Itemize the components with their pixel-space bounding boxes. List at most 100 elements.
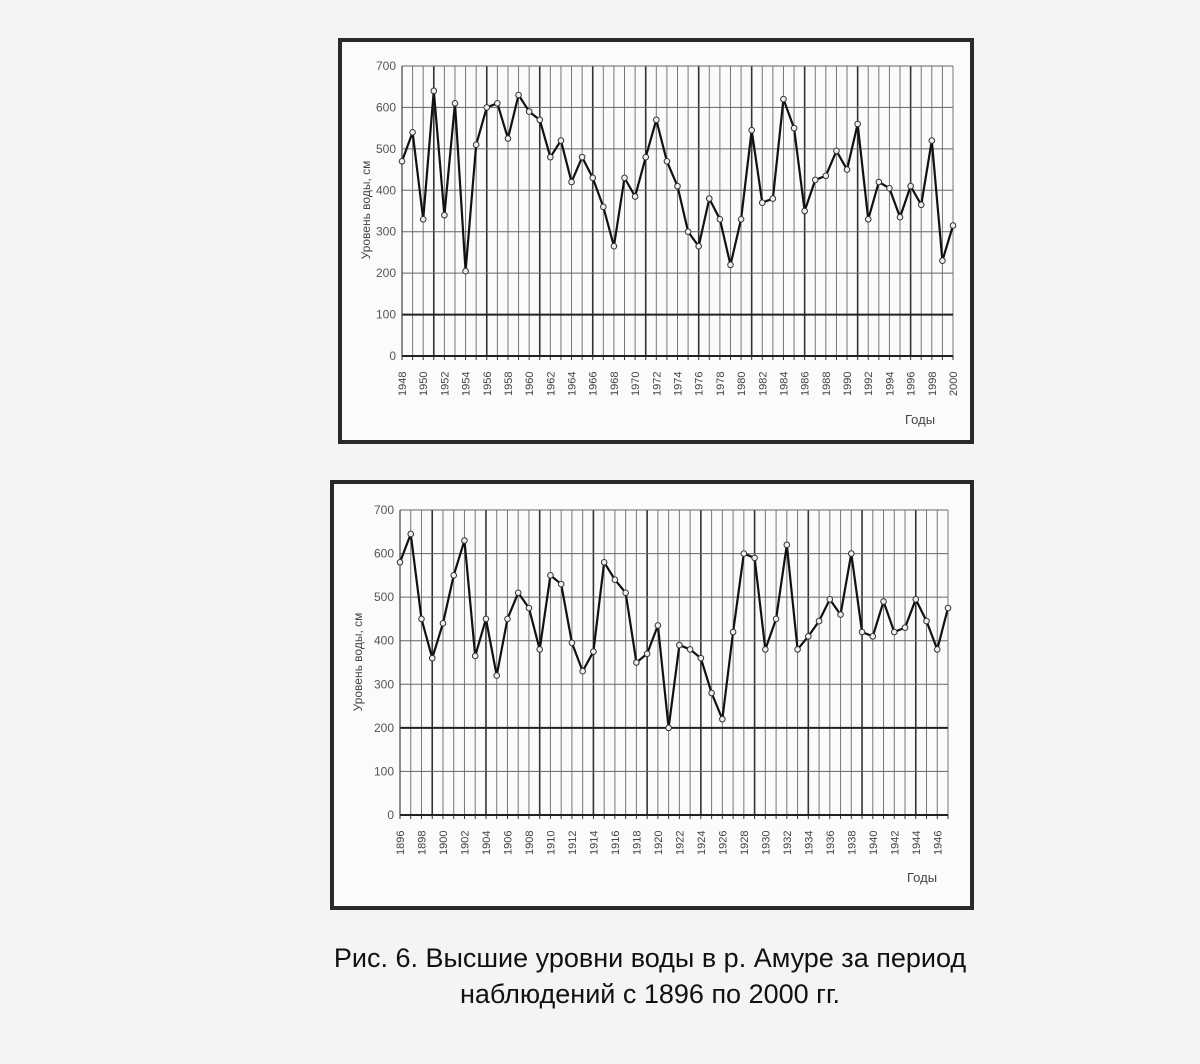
x-tick-label: 1942 bbox=[889, 831, 901, 855]
data-point bbox=[610, 242, 618, 250]
data-point bbox=[483, 104, 491, 111]
x-tick-label: 1968 bbox=[609, 372, 621, 396]
caption-line-1: Рис. 6. Высшие уровни воды в р. Амуре за… bbox=[333, 943, 967, 973]
data-point bbox=[917, 201, 925, 209]
data-point bbox=[590, 648, 597, 655]
x-tick-label: 1938 bbox=[846, 831, 858, 855]
data-point bbox=[525, 604, 533, 612]
data-point bbox=[901, 624, 909, 631]
data-point bbox=[450, 572, 458, 579]
chart-0: 0 100 200 300 400 500 600 700 1948 1950 1952 1954 19… bbox=[359, 59, 960, 427]
data-point bbox=[536, 116, 544, 124]
y-tick-label: 600 bbox=[374, 547, 394, 561]
caption-line-2: наблюдений с 1896 по 2000 гг. bbox=[459, 979, 841, 1009]
data-point bbox=[653, 116, 660, 124]
x-tick-label: 1982 bbox=[757, 372, 769, 396]
data-point bbox=[396, 558, 404, 566]
x-tick-label: 1926 bbox=[717, 831, 729, 855]
data-point bbox=[547, 572, 554, 579]
data-point bbox=[461, 537, 468, 544]
data-point bbox=[514, 589, 522, 597]
data-point bbox=[790, 124, 798, 132]
data-point bbox=[843, 166, 851, 173]
data-point bbox=[928, 137, 936, 144]
x-tick-label: 1962 bbox=[545, 372, 557, 396]
y-tick-label: 400 bbox=[376, 183, 396, 197]
data-point bbox=[439, 619, 447, 627]
x-tick-label: 2000 bbox=[948, 372, 960, 396]
data-point bbox=[525, 108, 533, 115]
data-point bbox=[815, 617, 823, 625]
y-tick-label: 500 bbox=[374, 590, 394, 604]
data-point bbox=[907, 182, 914, 190]
x-tick-label: 1996 bbox=[906, 372, 918, 396]
x-tick-label: 1924 bbox=[696, 831, 708, 855]
data-point bbox=[875, 178, 883, 186]
data-point bbox=[428, 654, 436, 662]
data-point bbox=[880, 598, 887, 605]
data-point bbox=[557, 580, 565, 588]
data-point bbox=[472, 141, 480, 149]
data-point bbox=[837, 611, 844, 618]
data-point bbox=[772, 615, 780, 623]
data-point bbox=[419, 215, 427, 223]
data-point bbox=[398, 157, 406, 165]
x-tick-label: 1908 bbox=[524, 831, 536, 855]
y-tick-label: 0 bbox=[389, 349, 396, 363]
x-tick-label: 1936 bbox=[825, 831, 837, 855]
data-point bbox=[705, 195, 713, 202]
x-tick-label: 1994 bbox=[884, 372, 896, 396]
data-point bbox=[600, 203, 607, 211]
y-axis-label: Уровень воды, см bbox=[359, 161, 373, 260]
data-point bbox=[758, 199, 766, 207]
data-point bbox=[944, 604, 952, 612]
data-point bbox=[864, 215, 872, 223]
data-point bbox=[912, 596, 920, 603]
data-point bbox=[822, 172, 830, 180]
x-axis-label: Годы bbox=[905, 412, 935, 427]
data-point bbox=[727, 261, 734, 269]
y-tick-label: 200 bbox=[374, 721, 394, 735]
x-tick-label: 1960 bbox=[524, 372, 536, 396]
y-tick-label: 500 bbox=[376, 142, 396, 156]
x-tick-label: 1946 bbox=[932, 831, 944, 855]
x-tick-label: 1976 bbox=[694, 372, 706, 396]
data-point bbox=[611, 576, 619, 584]
x-tick-label: 1970 bbox=[630, 372, 642, 396]
data-point bbox=[441, 211, 448, 219]
x-tick-label: 1972 bbox=[651, 372, 663, 396]
x-tick-label: 1906 bbox=[502, 831, 514, 855]
data-point bbox=[833, 147, 840, 155]
x-tick-label: 1984 bbox=[778, 372, 790, 396]
x-tick-label: 1974 bbox=[673, 372, 685, 396]
data-point bbox=[579, 667, 586, 675]
x-tick-label: 1964 bbox=[567, 372, 579, 396]
x-axis-label: Годы bbox=[907, 870, 937, 885]
y-tick-label: 700 bbox=[376, 59, 396, 73]
data-point bbox=[494, 99, 501, 107]
x-tick-label: 1912 bbox=[567, 831, 579, 855]
data-point bbox=[811, 176, 819, 184]
data-point bbox=[847, 550, 855, 557]
data-point bbox=[801, 207, 808, 215]
data-point bbox=[504, 135, 512, 142]
x-tick-label: 1928 bbox=[739, 831, 751, 855]
data-point bbox=[697, 654, 705, 662]
x-tick-label: 1948 bbox=[397, 372, 409, 396]
data-point bbox=[794, 646, 801, 653]
data-point bbox=[740, 550, 748, 557]
x-tick-label: 1992 bbox=[863, 372, 875, 396]
data-point bbox=[409, 128, 416, 136]
x-tick-label: 1904 bbox=[481, 831, 493, 855]
data-point bbox=[407, 530, 415, 538]
data-point bbox=[751, 554, 758, 562]
x-tick-label: 1986 bbox=[800, 372, 812, 396]
data-point bbox=[923, 617, 930, 625]
data-point bbox=[642, 153, 650, 161]
x-tick-label: 1956 bbox=[482, 372, 494, 396]
data-point bbox=[462, 267, 469, 275]
x-tick-label: 1952 bbox=[439, 372, 451, 396]
x-tick-label: 1944 bbox=[911, 831, 923, 855]
series-line bbox=[398, 532, 950, 729]
